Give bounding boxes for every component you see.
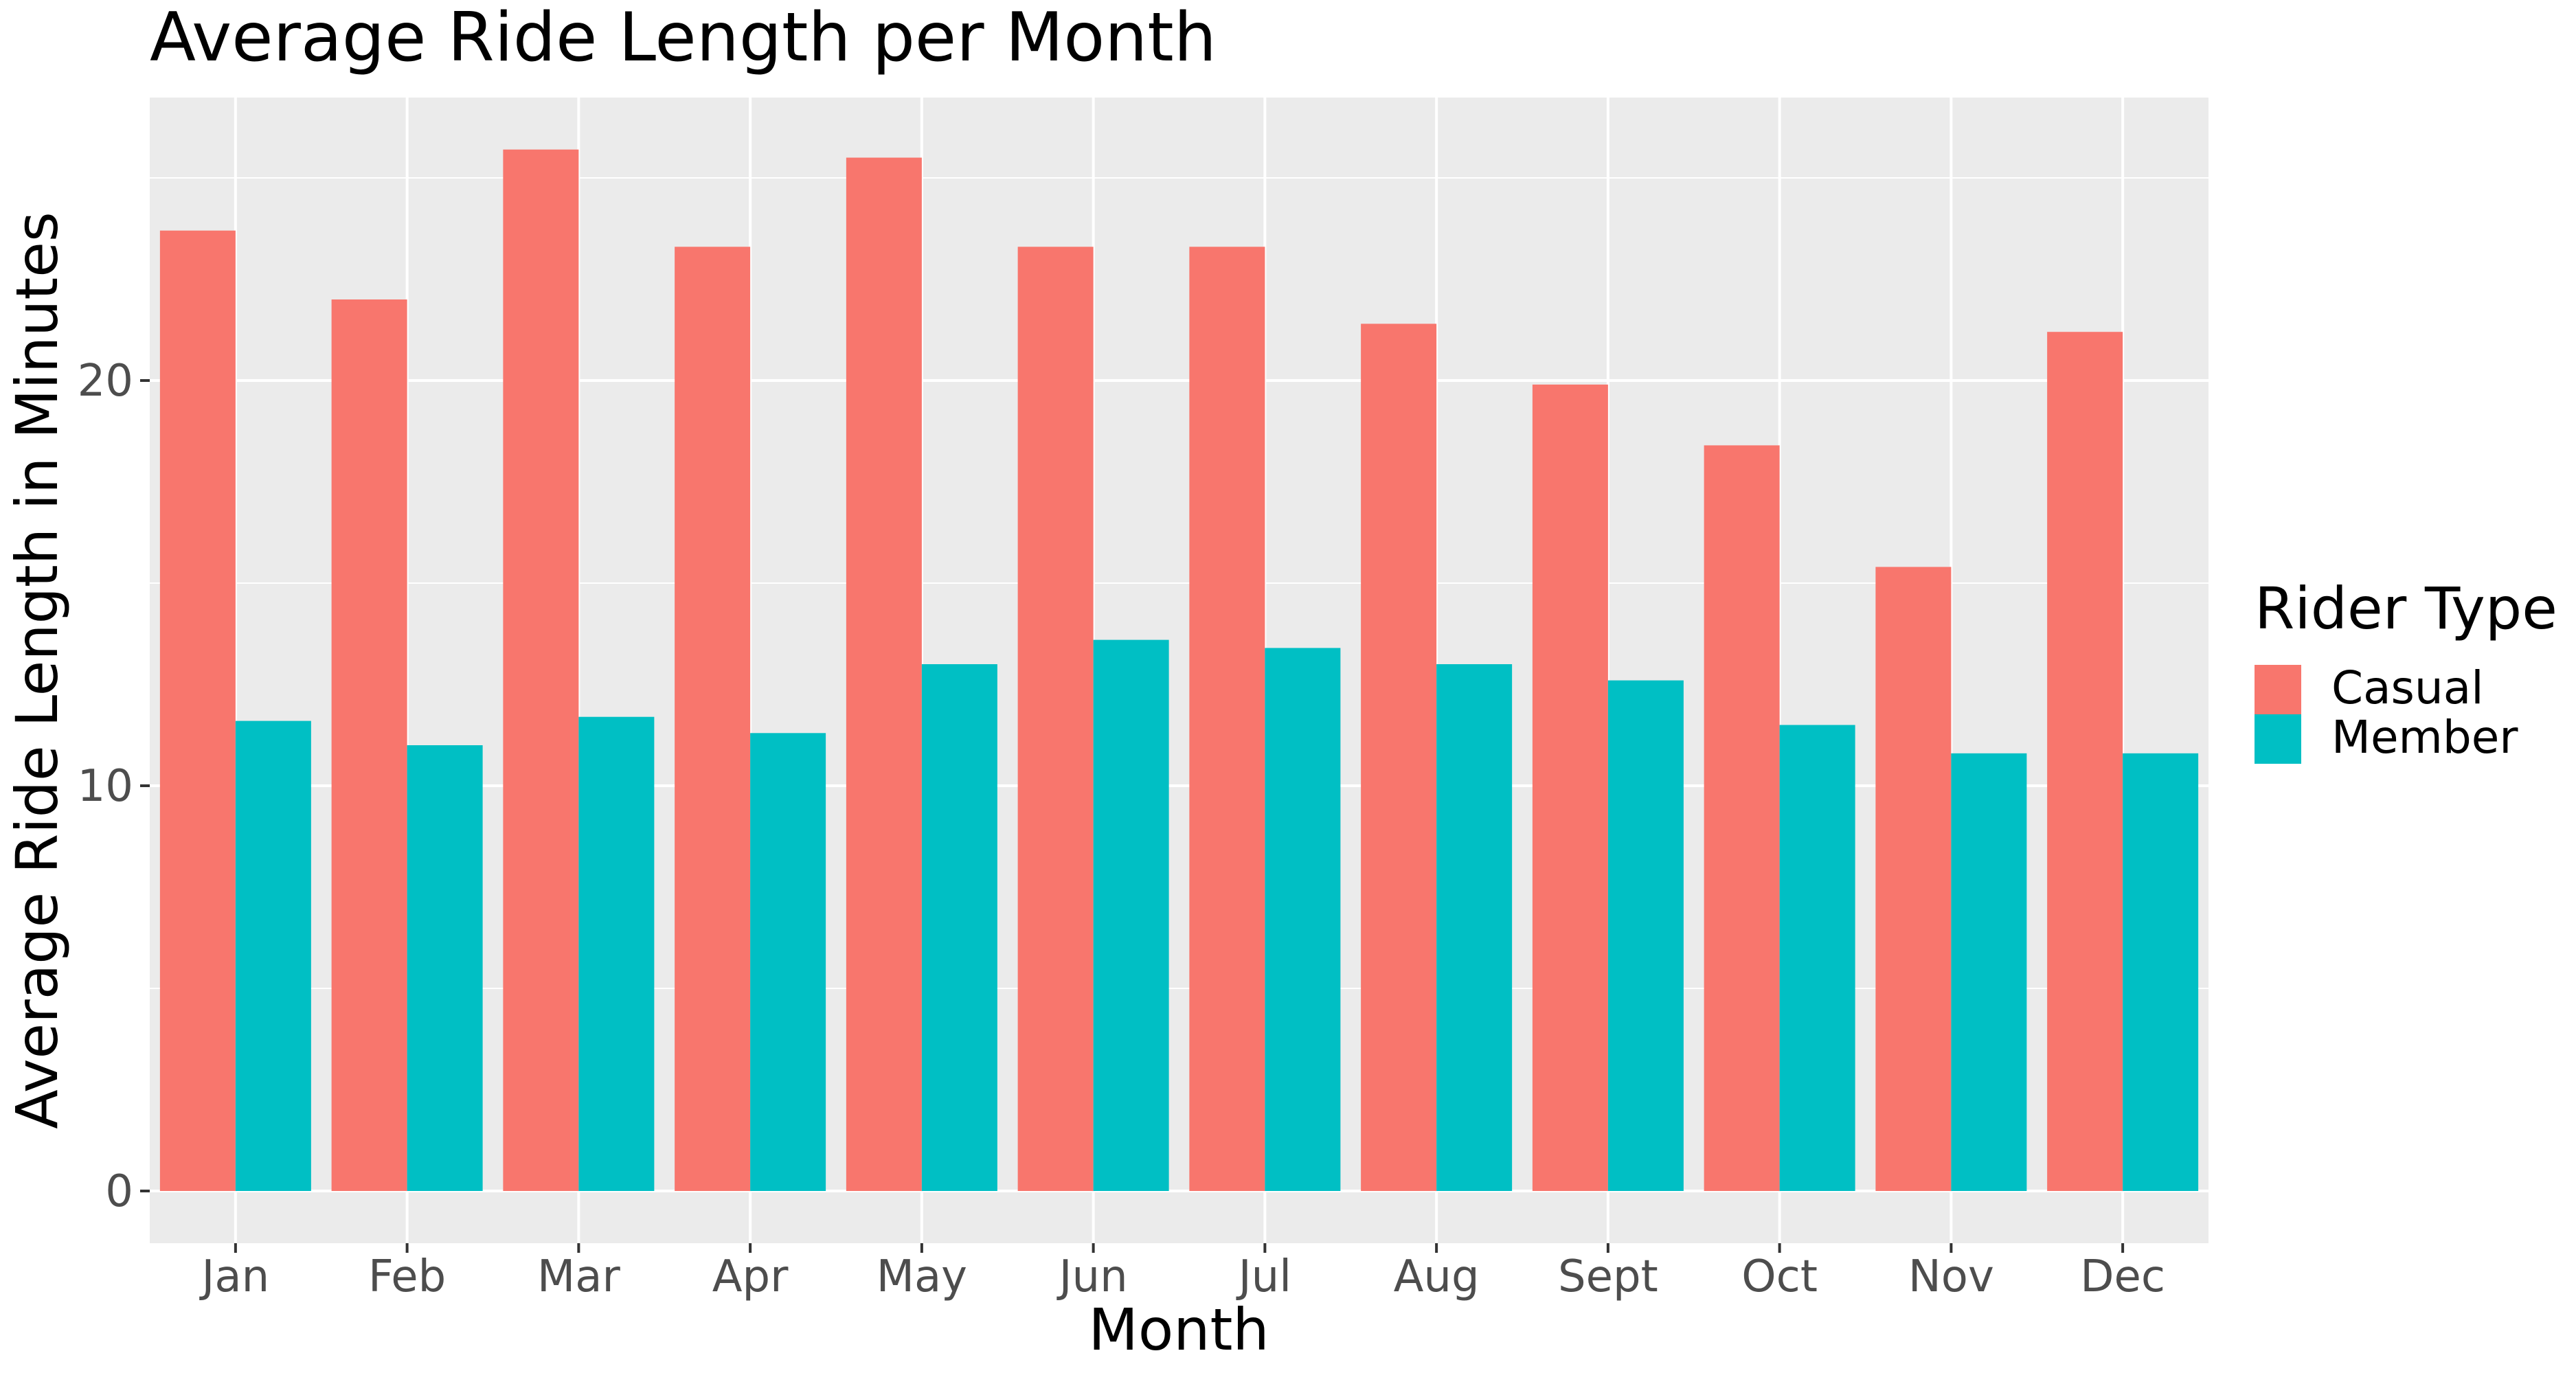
bar-member-nov [1951, 753, 2027, 1191]
bar-casual-jul [1189, 247, 1265, 1191]
legend-key-member [2255, 714, 2301, 764]
bar-casual-may [846, 157, 922, 1191]
plot-panel [150, 98, 2208, 1243]
bar-casual-oct [1704, 445, 1780, 1191]
y-tick-label: 20 [78, 356, 133, 407]
y-tick-label: 0 [105, 1166, 133, 1217]
legend-label-casual: Casual [2331, 661, 2484, 714]
bar-member-may [921, 664, 997, 1191]
bar-casual-feb [331, 299, 407, 1191]
bar-member-dec [2123, 753, 2199, 1191]
bar-member-oct [1779, 725, 1855, 1191]
legend-key-casual [2255, 665, 2301, 714]
y-tick-label: 10 [78, 761, 133, 812]
chart-title: Average Ride Length per Month [150, 0, 1217, 77]
bar-member-jun [1093, 639, 1169, 1191]
bar-casual-aug [1361, 324, 1437, 1191]
bar-casual-dec [2047, 332, 2123, 1192]
x-tick-label: Oct [1741, 1251, 1818, 1302]
x-tick-label: Aug [1394, 1251, 1480, 1302]
x-tick-label: Apr [712, 1251, 789, 1302]
bar-member-sept [1607, 680, 1684, 1191]
bar-member-aug [1436, 664, 1513, 1191]
bar-casual-jan [159, 230, 236, 1192]
minor-gridlines [150, 177, 2208, 989]
bar-member-jan [235, 720, 311, 1191]
x-tick-label: Sept [1558, 1251, 1658, 1302]
x-tick-label: May [877, 1251, 967, 1302]
x-tick-label: Feb [368, 1251, 446, 1302]
legend-label-member: Member [2331, 711, 2518, 764]
bar-casual-mar [503, 149, 579, 1192]
x-tick-label: Dec [2080, 1251, 2165, 1302]
bar-casual-jun [1017, 247, 1094, 1191]
bar-member-apr [750, 733, 826, 1191]
x-axis-ticks: Jan Feb Mar Apr May Jun Jul Aug Sept Oct Nov Dec [199, 1243, 2165, 1302]
x-tick-label: Jun [1057, 1251, 1128, 1302]
bar-casual-apr [675, 247, 751, 1191]
x-tick-label: Jan [199, 1251, 270, 1302]
bar-casual-sept [1532, 384, 1608, 1191]
bars [159, 149, 2199, 1192]
x-tick-label: Mar [537, 1251, 620, 1302]
x-tick-label: Jul [1236, 1251, 1291, 1302]
bar-member-mar [578, 716, 655, 1191]
bar-member-feb [407, 745, 483, 1191]
x-axis-title: Month [1088, 1296, 1269, 1363]
bar-casual-nov [1875, 567, 1952, 1191]
y-axis-ticks: 0 10 20 [78, 356, 150, 1217]
legend-title: Rider Type [2255, 575, 2557, 642]
bar-member-jul [1265, 648, 1341, 1191]
y-axis-title: Average Ride Length in Minutes [3, 212, 71, 1128]
x-tick-label: Nov [1908, 1251, 1994, 1302]
